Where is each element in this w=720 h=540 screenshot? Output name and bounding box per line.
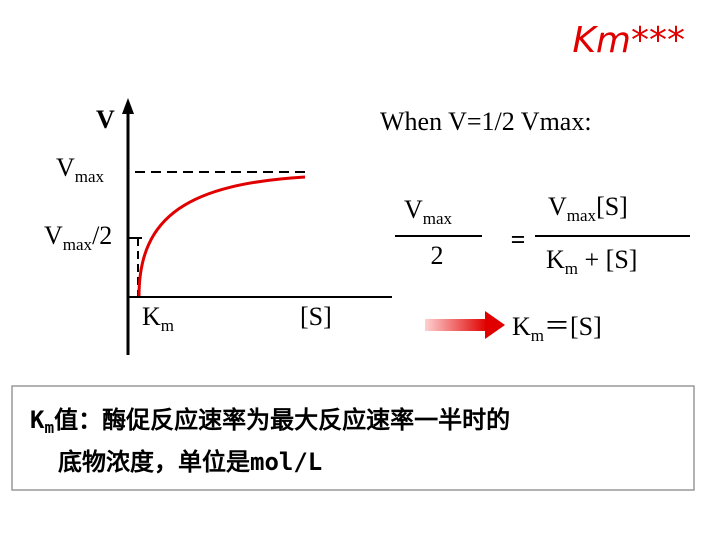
text: 值：酶促反应速率为最大反应速率一半时的: [54, 406, 510, 434]
arrow-body: [425, 319, 487, 331]
base: K: [546, 245, 565, 274]
sub: max: [567, 206, 597, 225]
lhs-num: Vmax: [404, 195, 453, 228]
sub: max: [423, 209, 453, 228]
km-label: Km: [142, 302, 174, 335]
suffix: + [S]: [578, 245, 637, 274]
base: K: [30, 406, 45, 434]
base: K: [142, 302, 161, 331]
definition-line2: 底物浓度，单位是mol/L: [58, 448, 322, 476]
definition-line1: Km值：酶促反应速率为最大反应速率一半时的: [30, 406, 510, 437]
sub: m: [565, 259, 578, 278]
half-vmax-label: Vmax/2: [44, 221, 112, 254]
condition: When V=1/2 Vmax:: [380, 107, 592, 136]
base: V: [44, 221, 63, 250]
base: V: [56, 153, 75, 182]
y-label: V: [96, 105, 115, 134]
sub: max: [75, 167, 105, 186]
rest: ＝[S]: [544, 312, 602, 341]
rhs-num: Vmax[S]: [548, 192, 628, 225]
sub: max: [63, 235, 93, 254]
definition-box: [11, 385, 695, 491]
suffix: /2: [92, 221, 112, 250]
base: V: [548, 192, 567, 221]
result: Km＝[S]: [512, 312, 602, 345]
vmax-label: Vmax: [56, 153, 105, 186]
lhs-den: 2: [431, 241, 444, 270]
x-label: [S]: [300, 302, 332, 331]
suffix: [S]: [596, 192, 628, 221]
sub: m: [44, 418, 54, 437]
title: Km***: [572, 20, 685, 61]
base: V: [404, 195, 423, 224]
equals: =: [511, 225, 526, 254]
y-axis-arrow: [122, 98, 134, 114]
arrow-head: [485, 311, 505, 339]
sub: m: [531, 326, 544, 345]
rhs-den: Km + [S]: [546, 245, 637, 278]
base: K: [512, 312, 531, 341]
curve: [137, 175, 306, 297]
sub: m: [161, 316, 174, 335]
